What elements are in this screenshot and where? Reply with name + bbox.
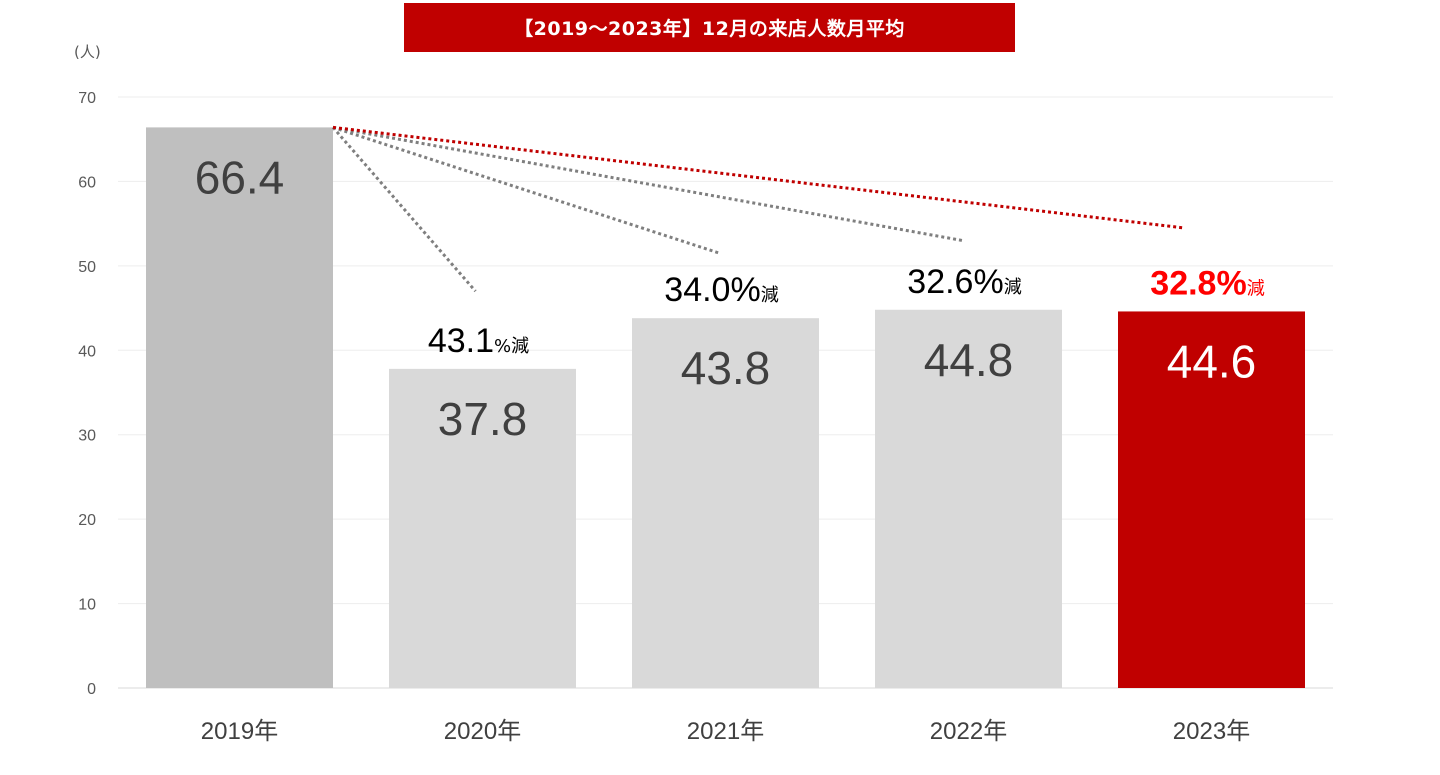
y-tick-label: 60 xyxy=(78,174,96,191)
x-tick-label: 2023年 xyxy=(1173,718,1250,745)
bar xyxy=(1118,311,1305,688)
comparison-lines xyxy=(331,125,1184,293)
chart-title: 【2019～2023年】12月の来店人数月平均 xyxy=(404,3,1015,52)
comparison-line xyxy=(332,125,1184,230)
bar-value-label: 66.4 xyxy=(195,151,285,203)
y-axis-unit-label: (人) xyxy=(74,43,101,61)
bar-value-label: 43.8 xyxy=(681,342,771,394)
y-tick-label: 70 xyxy=(78,90,96,107)
y-tick-label: 40 xyxy=(78,343,96,360)
x-tick-label: 2019年 xyxy=(201,718,278,745)
x-tick-label: 2020年 xyxy=(444,718,521,745)
comparison-line xyxy=(331,126,477,293)
reduction-percent-label: 43.1%減 xyxy=(428,322,529,360)
bar xyxy=(632,318,819,688)
bar-value-label: 37.8 xyxy=(438,393,528,445)
reduction-percent-label: 32.6%減 xyxy=(907,263,1021,301)
reduction-percent-label: 34.0%減 xyxy=(664,271,778,309)
bar xyxy=(146,127,333,688)
bars xyxy=(146,127,1305,688)
labels: 66.4 2019年 37.8 2020年 43.8 2021年 44.8 2022年 44.6… xyxy=(195,151,1265,745)
y-tick-label: 20 xyxy=(78,512,96,529)
bar xyxy=(875,309,1062,688)
y-tick-label: 0 xyxy=(87,681,96,698)
x-tick-label: 2022年 xyxy=(930,718,1007,745)
comparison-line xyxy=(332,125,963,243)
y-tick-label: 10 xyxy=(78,597,96,614)
bar-value-label: 44.6 xyxy=(1167,335,1257,387)
reduction-percent-label: 32.8%減 xyxy=(1150,264,1264,302)
y-tick-label: 50 xyxy=(78,259,96,276)
comparison-line xyxy=(332,125,720,255)
bar-value-label: 44.8 xyxy=(924,334,1014,386)
y-axis-ticks: 0 10 20 30 40 50 60 70 xyxy=(78,90,96,698)
bar xyxy=(389,368,576,688)
y-tick-label: 30 xyxy=(78,428,96,445)
x-tick-label: 2021年 xyxy=(687,718,764,745)
